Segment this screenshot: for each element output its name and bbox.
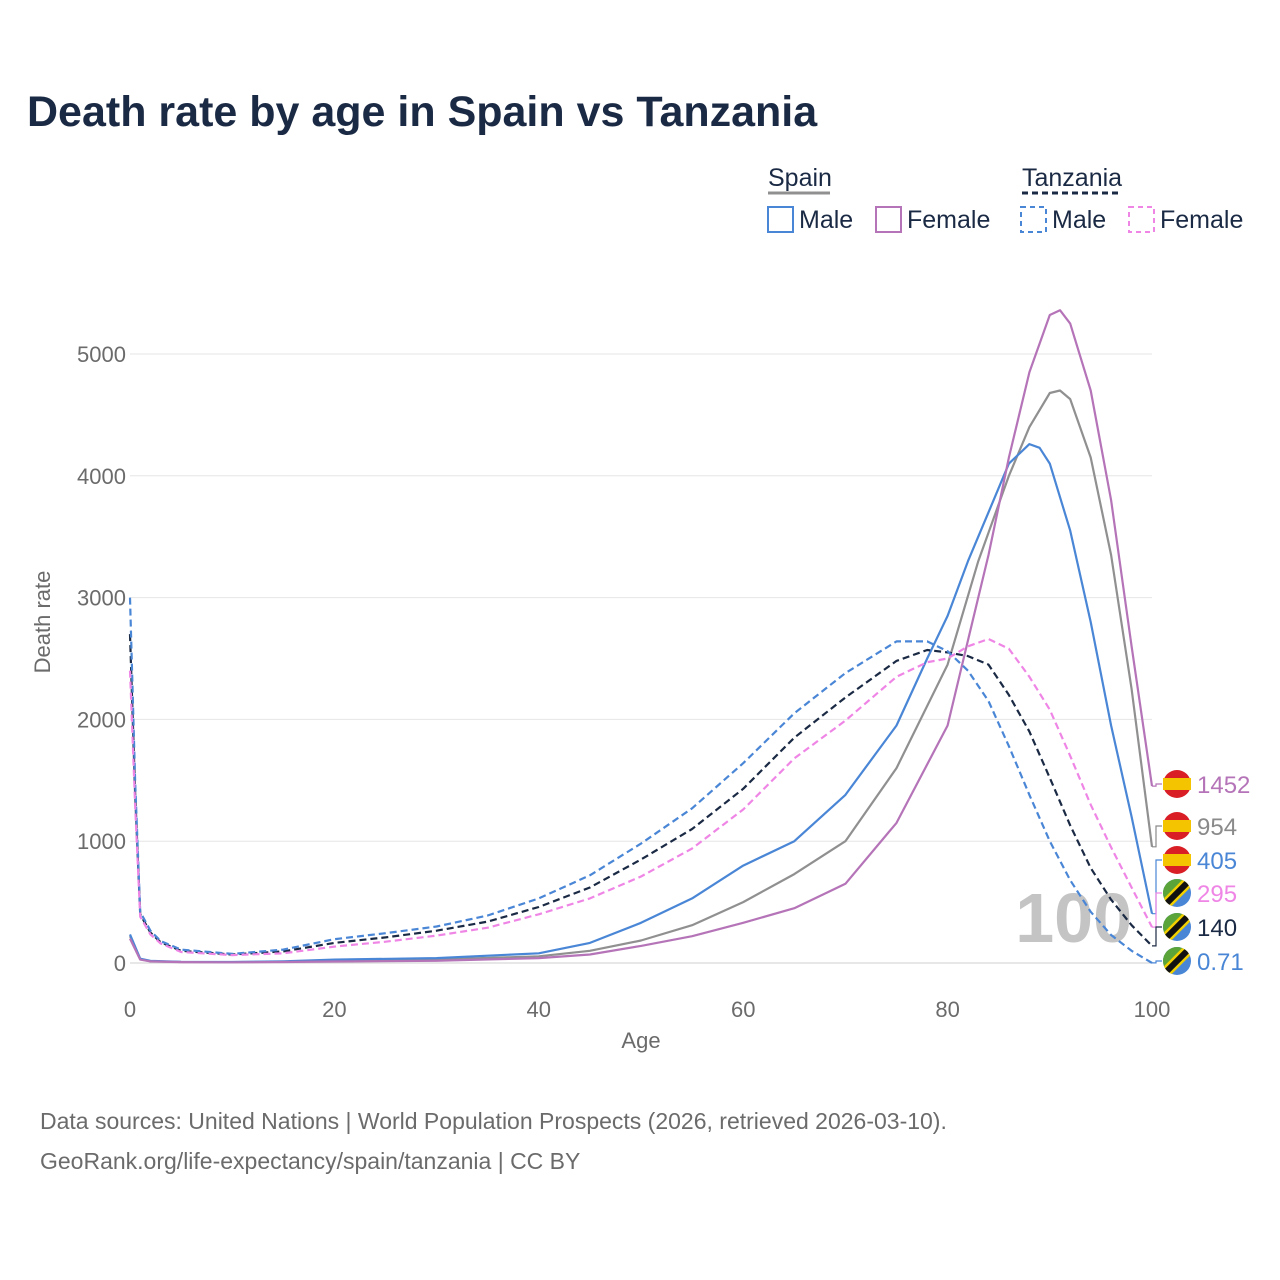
end-label-value: 0.71 bbox=[1197, 949, 1244, 976]
end-label-value: 140 bbox=[1197, 915, 1237, 942]
end-label-connector bbox=[1152, 859, 1162, 915]
tanzania-flag-icon bbox=[1163, 879, 1191, 907]
series-line-spain-female[interactable] bbox=[129, 309, 1154, 964]
spain-flag-icon bbox=[1163, 846, 1191, 874]
spain-flag-icon bbox=[1163, 770, 1191, 798]
end-label-value: 954 bbox=[1197, 814, 1237, 841]
chart-title: Death rate by age in Spain vs Tanzania bbox=[27, 88, 818, 136]
x-tick-label: 100 bbox=[1134, 997, 1171, 1022]
y-tick-label: 5000 bbox=[77, 342, 126, 367]
footer-source: Data sources: United Nations | World Pop… bbox=[40, 1108, 947, 1134]
tanzania-flag-icon bbox=[1163, 947, 1191, 975]
legend-swatch bbox=[1020, 206, 1047, 233]
end-label-value: 405 bbox=[1197, 848, 1237, 875]
end-label-connector bbox=[1152, 783, 1162, 787]
footer-credit[interactable]: GeoRank.org/life-expectancy/spain/tanzan… bbox=[40, 1148, 581, 1174]
y-axis-title: Death rate bbox=[30, 571, 55, 674]
x-tick-label: 20 bbox=[322, 997, 346, 1022]
end-label-connector bbox=[1152, 960, 1162, 964]
series-line-spain-male[interactable] bbox=[128, 443, 1154, 964]
series-lines bbox=[128, 309, 1154, 964]
grid bbox=[130, 353, 1152, 964]
end-label-value: 1452 bbox=[1197, 772, 1250, 799]
legend-entry-spain-female[interactable]: Female bbox=[907, 206, 990, 234]
legend: Spain Male Female Tanzania Male Female bbox=[767, 164, 1243, 234]
legend-swatch bbox=[767, 206, 794, 233]
series-line-tanzania-total[interactable] bbox=[128, 634, 1153, 956]
x-tick-label: 60 bbox=[731, 997, 755, 1022]
x-tick-label: 80 bbox=[935, 997, 959, 1022]
x-axis-title: Age bbox=[621, 1028, 660, 1053]
legend-group-spain: Spain bbox=[768, 164, 832, 192]
y-tick-label: 2000 bbox=[77, 707, 126, 732]
legend-swatch bbox=[1128, 206, 1155, 233]
spain-flag-icon bbox=[1163, 812, 1191, 840]
end-label-connector bbox=[1152, 825, 1162, 848]
x-tick-label: 0 bbox=[124, 997, 136, 1022]
end-labels: 1452 954 405 295 140 0.71 bbox=[1152, 770, 1250, 976]
age-watermark: 100 bbox=[1015, 879, 1132, 957]
series-line-tanzania-female[interactable] bbox=[128, 637, 1153, 957]
x-tick-label: 40 bbox=[527, 997, 551, 1022]
series-line-tanzania-male[interactable] bbox=[128, 597, 1153, 964]
y-tick-label: 0 bbox=[114, 951, 126, 976]
legend-group-tanzania: Tanzania bbox=[1022, 164, 1122, 192]
y-tick-label: 4000 bbox=[77, 464, 126, 489]
y-tick-label: 3000 bbox=[77, 586, 126, 611]
y-tick-label: 1000 bbox=[77, 829, 126, 854]
axes: 0 1000 2000 3000 4000 5000 0 20 40 60 80 100 Age Deat… bbox=[30, 342, 1170, 1053]
legend-entry-tanzania-male[interactable]: Male bbox=[1052, 206, 1106, 234]
end-label-connector bbox=[1152, 892, 1162, 928]
end-label-value: 295 bbox=[1197, 881, 1237, 908]
legend-entry-tanzania-female[interactable]: Female bbox=[1160, 206, 1243, 234]
end-label-connector bbox=[1152, 926, 1162, 947]
legend-swatch bbox=[875, 206, 902, 233]
tanzania-flag-icon bbox=[1163, 913, 1191, 941]
legend-entry-spain-male[interactable]: Male bbox=[799, 206, 853, 234]
